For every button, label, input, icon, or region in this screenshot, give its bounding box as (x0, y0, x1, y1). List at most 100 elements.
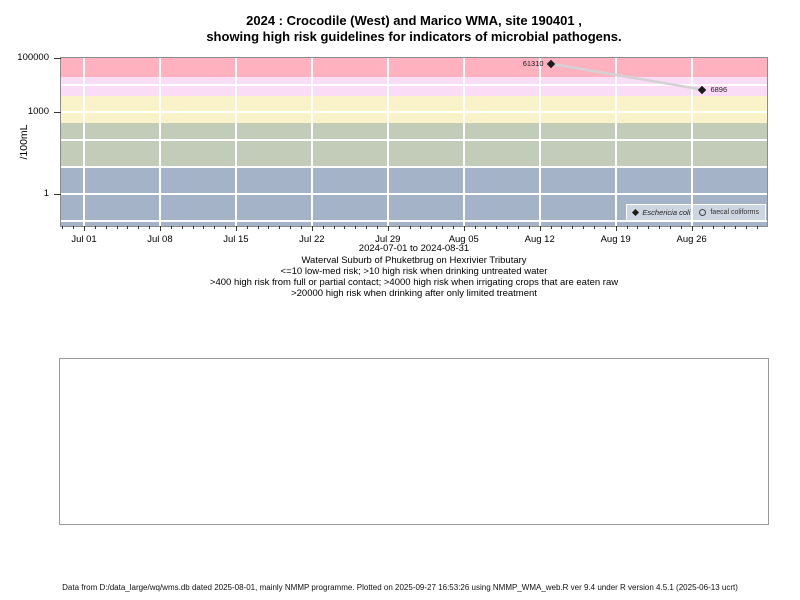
caption-risk-line2: >400 high risk from full or partial cont… (209, 277, 619, 288)
gridline-horizontal (61, 138, 767, 141)
gridline-vertical (614, 58, 617, 226)
x-axis-title: 2024-07-01 to 2024-08-31 (358, 243, 470, 254)
y-tick-label: 100000 (17, 52, 49, 63)
legend-item-ecoli: Eschericia coli (632, 208, 690, 217)
x-minor-tick (713, 226, 715, 229)
x-minor-tick (246, 226, 248, 229)
x-tick-label: Aug 05 (448, 234, 479, 245)
risk-band (61, 96, 767, 124)
x-tick-label: Jul 01 (71, 234, 97, 245)
x-minor-tick (724, 226, 726, 229)
y-tick-label: 1000 (27, 106, 49, 118)
x-minor-tick (420, 226, 422, 229)
x-minor-tick (127, 226, 129, 229)
x-minor-tick (62, 226, 64, 229)
x-tick-label: Aug 12 (524, 234, 555, 245)
x-minor-tick (659, 226, 661, 229)
x-tick-label: Jul 15 (223, 234, 249, 245)
x-minor-tick (680, 226, 682, 229)
gridline-vertical (690, 58, 693, 226)
gridline-vertical (310, 58, 313, 226)
risk-band (61, 77, 767, 96)
x-minor-tick (442, 226, 444, 229)
plot-area: Eschericia coli faecal coliforms Jul 01 J… (17, 52, 768, 245)
x-tick-label: Jul 29 (375, 234, 401, 245)
x-minor-tick (170, 226, 172, 229)
x-minor-tick (181, 226, 183, 229)
x-minor-tick (604, 226, 606, 229)
y-tick (54, 112, 61, 114)
gridline-horizontal (61, 84, 767, 87)
series-connector (549, 62, 704, 91)
x-minor-tick (702, 226, 704, 229)
x-minor-tick (550, 226, 552, 229)
x-minor-tick (116, 226, 118, 229)
gridline-vertical (462, 58, 465, 226)
x-minor-tick (756, 226, 758, 229)
x-minor-tick (485, 226, 487, 229)
gridline-vertical (83, 58, 85, 226)
x-minor-tick (745, 226, 747, 229)
x-minor-tick (322, 226, 324, 229)
footer-note: Data from D:/data_large/wq/wms.db dated … (62, 583, 738, 592)
gridline-horizontal (61, 193, 767, 195)
x-tick-label: Jul 22 (299, 234, 325, 245)
caption-site: Waterval Suburb of Phuketbrug on Hexrivi… (301, 255, 527, 266)
x-tick (691, 226, 693, 231)
caption-risk-line3: >20000 high risk when drinking after onl… (291, 288, 537, 299)
x-minor-tick (409, 226, 411, 229)
x-minor-tick (203, 226, 205, 229)
gridline-horizontal (61, 111, 767, 114)
legend: Eschericia coli faecal coliforms (626, 204, 766, 221)
connector-segment (549, 62, 704, 91)
empty-panel (59, 358, 769, 525)
x-tick (387, 226, 389, 231)
gridline-vertical (158, 58, 161, 226)
x-minor-tick (355, 226, 357, 229)
y-tick-label: 1 (43, 188, 49, 199)
x-minor-tick (528, 226, 530, 229)
x-minor-tick (225, 226, 227, 229)
filled-diamond-icon (632, 208, 640, 217)
x-minor-tick (192, 226, 194, 229)
x-minor-tick (572, 226, 574, 229)
legend-item-faecal-coliforms: faecal coliforms (699, 209, 759, 216)
x-tick-label: Aug 26 (676, 234, 707, 245)
data-point-label: 6896 (710, 84, 728, 94)
x-minor-tick (333, 226, 335, 229)
gridline-vertical (234, 58, 237, 226)
x-tick (539, 226, 541, 231)
y-tick (54, 58, 61, 59)
x-minor-tick (496, 226, 498, 229)
captions: Waterval Suburb of Phuketbrug on Hexrivi… (46, 255, 782, 299)
x-minor-tick (735, 226, 736, 229)
x-minor-tick (648, 226, 650, 229)
x-minor-tick (474, 226, 476, 229)
gridline-vertical (386, 58, 389, 226)
data-point-label: 61310 (522, 58, 544, 68)
risk-band (61, 123, 767, 167)
risk-band (61, 166, 767, 226)
x-minor-tick (149, 226, 151, 229)
x-minor-tick (105, 226, 107, 229)
y-tick (54, 194, 61, 195)
risk-band (61, 58, 767, 77)
legend-label-faecal-coliforms: faecal coliforms (710, 209, 759, 216)
x-tick (235, 226, 237, 231)
x-minor-tick (344, 226, 346, 229)
x-minor-tick (507, 226, 509, 229)
chart-title: 2024 : Crocodile (West) and Marico WMA, … (60, 13, 768, 45)
x-minor-tick (593, 226, 595, 229)
x-minor-tick (637, 226, 639, 229)
gridline-vertical (538, 58, 541, 226)
x-minor-tick (583, 226, 585, 229)
open-circle-icon (699, 209, 707, 216)
x-minor-tick (376, 226, 378, 229)
x-minor-tick (431, 226, 433, 229)
x-tick (84, 226, 85, 231)
x-minor-tick (94, 226, 96, 229)
x-minor-tick (257, 226, 259, 229)
x-tick-label: Jul 08 (147, 234, 173, 245)
x-minor-tick (279, 226, 281, 229)
